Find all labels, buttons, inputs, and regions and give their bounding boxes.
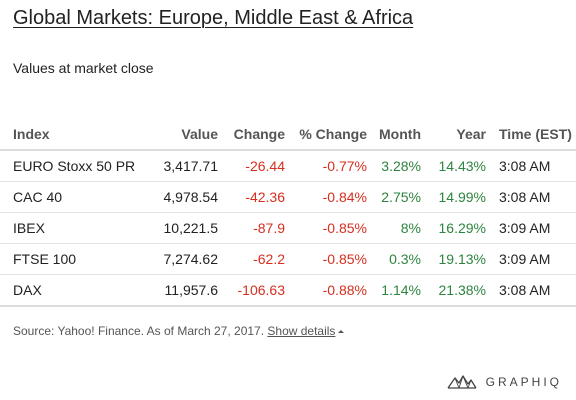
month-cell: 3.28% — [367, 150, 421, 182]
pct-change-cell: -0.84% — [285, 181, 367, 213]
column-header-time[interactable]: Time (EST) — [486, 118, 576, 151]
page-subtitle: Values at market close — [13, 60, 154, 76]
month-cell: 2.75% — [367, 181, 421, 213]
table-row: IBEX 10,221.5 -87.9 -0.85% 8% 16.29% 3:0… — [0, 212, 576, 244]
month-cell: 8% — [367, 212, 421, 244]
table-row: EURO Stoxx 50 PR 3,417.71 -26.44 -0.77% … — [0, 150, 576, 182]
column-header-pct-change[interactable]: % Change — [285, 118, 367, 151]
time-cell: 3:09 AM — [486, 243, 576, 275]
source-footer: Source: Yahoo! Finance. As of March 27, … — [13, 324, 345, 338]
time-cell: 3:08 AM — [486, 150, 576, 182]
time-cell: 3:09 AM — [486, 212, 576, 244]
year-cell: 19.13% — [421, 243, 486, 275]
table-header-row: Index Value Change % Change Month Year T… — [0, 118, 576, 151]
column-header-month[interactable]: Month — [367, 118, 421, 151]
index-name-cell: CAC 40 — [0, 181, 158, 213]
change-cell: -87.9 — [218, 212, 285, 244]
markets-table: Index Value Change % Change Month Year T… — [0, 118, 576, 307]
pct-change-cell: -0.85% — [285, 212, 367, 244]
table-row: DAX 11,957.6 -106.63 -0.88% 1.14% 21.38%… — [0, 274, 576, 307]
change-cell: -26.44 — [218, 150, 285, 182]
show-details-link[interactable]: Show details — [267, 324, 345, 338]
year-cell: 16.29% — [421, 212, 486, 244]
year-cell: 21.38% — [421, 274, 486, 307]
column-header-year[interactable]: Year — [421, 118, 486, 151]
change-cell: -62.2 — [218, 243, 285, 275]
column-header-value[interactable]: Value — [158, 118, 218, 151]
value-cell: 7,274.62 — [158, 243, 218, 275]
caret-up-icon — [338, 330, 345, 333]
index-name-cell: IBEX — [0, 212, 158, 244]
graphiq-logo-icon — [447, 375, 477, 389]
value-cell: 3,417.71 — [158, 150, 218, 182]
year-cell: 14.43% — [421, 150, 486, 182]
time-cell: 3:08 AM — [486, 181, 576, 213]
pct-change-cell: -0.77% — [285, 150, 367, 182]
column-header-change[interactable]: Change — [218, 118, 285, 151]
show-details-label: Show details — [267, 324, 336, 338]
graphiq-brand[interactable]: GRAPHIQ — [447, 375, 562, 389]
value-cell: 4,978.54 — [158, 181, 218, 213]
index-name-cell: FTSE 100 — [0, 243, 158, 275]
change-cell: -106.63 — [218, 274, 285, 307]
table-row: CAC 40 4,978.54 -42.36 -0.84% 2.75% 14.9… — [0, 181, 576, 213]
value-cell: 10,221.5 — [158, 212, 218, 244]
month-cell: 0.3% — [367, 243, 421, 275]
pct-change-cell: -0.85% — [285, 243, 367, 275]
year-cell: 14.99% — [421, 181, 486, 213]
brand-name: GRAPHIQ — [485, 375, 562, 389]
page-title: Global Markets: Europe, Middle East & Af… — [13, 7, 414, 29]
time-cell: 3:08 AM — [486, 274, 576, 307]
source-text: Source: Yahoo! Finance. As of March 27, … — [13, 324, 265, 338]
pct-change-cell: -0.88% — [285, 274, 367, 307]
column-header-index[interactable]: Index — [0, 118, 158, 151]
index-name-cell: EURO Stoxx 50 PR — [0, 150, 158, 182]
value-cell: 11,957.6 — [158, 274, 218, 307]
table-row: FTSE 100 7,274.62 -62.2 -0.85% 0.3% 19.1… — [0, 243, 576, 275]
index-name-cell: DAX — [0, 274, 158, 307]
change-cell: -42.36 — [218, 181, 285, 213]
month-cell: 1.14% — [367, 274, 421, 307]
